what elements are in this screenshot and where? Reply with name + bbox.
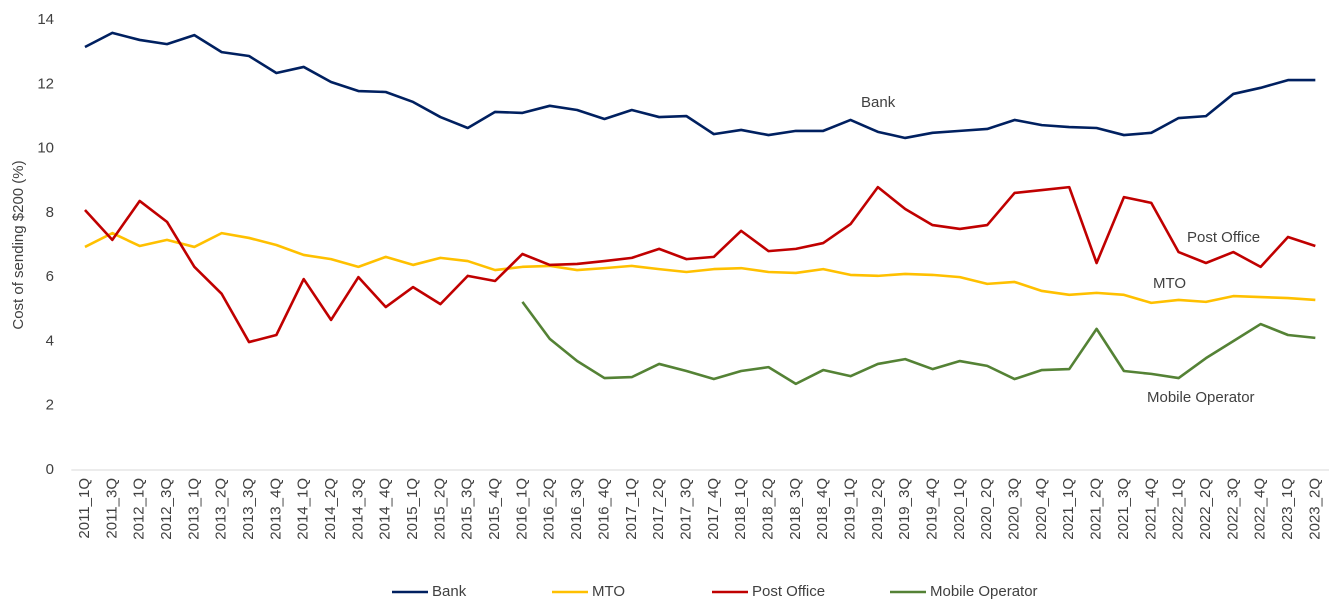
x-tick-label: 2019_1Q (841, 478, 858, 540)
x-tick-label: 2018_1Q (732, 478, 749, 540)
x-tick-label: 2021_2Q (1088, 478, 1105, 540)
series-line (521, 301, 1316, 386)
x-tick-label: 2017_2Q (650, 478, 667, 540)
x-tick-label: 2022_4Q (1252, 478, 1269, 540)
y-tick-label: 6 (46, 268, 54, 285)
series-line (84, 185, 1316, 344)
x-tick-label: 2013_4Q (267, 478, 284, 540)
x-tick-label: 2015_2Q (431, 478, 448, 540)
legend-label: Bank (432, 583, 467, 600)
legend-label: MTO (592, 583, 625, 600)
x-tick-label: 2016_3Q (568, 478, 585, 540)
x-tick-label: 2014_3Q (349, 478, 366, 540)
y-tick-label: 12 (37, 75, 54, 92)
y-tick-label: 14 (37, 11, 54, 28)
x-tick-label: 2013_2Q (213, 478, 230, 540)
x-tick-label: 2014_2Q (322, 478, 339, 540)
annotation: Post Office (1187, 229, 1260, 246)
x-tick-label: 2018_3Q (787, 478, 804, 540)
y-tick-label: 0 (46, 461, 54, 478)
x-tick-label: 2012_1Q (131, 478, 148, 540)
x-tick-label: 2011_1Q (76, 478, 93, 539)
x-tick-label: 2017_3Q (677, 478, 694, 540)
x-tick-label: 2011_3Q (103, 478, 120, 539)
y-tick-label: 8 (46, 204, 54, 221)
legend-label: Post Office (752, 583, 825, 600)
x-tick-label: 2022_3Q (1224, 478, 1241, 540)
x-tick-label: 2019_4Q (924, 478, 941, 540)
x-tick-label: 2021_3Q (1115, 478, 1132, 540)
y-tick-label: 4 (46, 332, 54, 349)
x-tick-label: 2023_2Q (1306, 478, 1323, 540)
x-tick-label: 2018_2Q (759, 478, 776, 540)
x-tick-label: 2017_1Q (623, 478, 640, 540)
series-line (84, 31, 1316, 140)
x-tick-label: 2022_2Q (1197, 478, 1214, 540)
x-tick-label: 2020_3Q (1006, 478, 1023, 540)
x-tick-label: 2018_4Q (814, 478, 831, 540)
x-tick-label: 2014_1Q (295, 478, 312, 540)
x-tick-label: 2020_1Q (951, 478, 968, 540)
y-tick-label: 2 (46, 397, 54, 414)
x-tick-label: 2022_1Q (1170, 478, 1187, 540)
series-line (84, 231, 1316, 305)
annotation: Mobile Operator (1147, 389, 1255, 406)
x-tick-label: 2016_2Q (541, 478, 558, 540)
x-tick-label: 2015_3Q (459, 478, 476, 540)
x-tick-label: 2015_4Q (486, 478, 503, 540)
x-tick-label: 2016_1Q (513, 478, 530, 540)
x-tick-label: 2020_2Q (978, 478, 995, 540)
x-tick-label: 2023_1Q (1279, 478, 1296, 540)
x-tick-label: 2020_4Q (1033, 478, 1050, 540)
annotation: Bank (861, 94, 896, 111)
x-tick-label: 2021_4Q (1142, 478, 1159, 540)
y-axis-label: Cost of sending $200 (%) (10, 160, 27, 329)
x-tick-label: 2019_3Q (896, 478, 913, 540)
x-tick-label: 2013_1Q (185, 478, 202, 540)
legend-label: Mobile Operator (930, 583, 1038, 600)
x-tick-label: 2013_3Q (240, 478, 257, 540)
annotation: MTO (1153, 275, 1186, 292)
x-tick-label: 2017_4Q (705, 478, 722, 540)
x-tick-label: 2016_4Q (595, 478, 612, 540)
x-tick-label: 2019_2Q (869, 478, 886, 540)
x-tick-label: 2012_3Q (158, 478, 175, 540)
x-tick-label: 2015_1Q (404, 478, 421, 540)
x-tick-label: 2014_4Q (377, 478, 394, 540)
x-tick-label: 2021_1Q (1060, 478, 1077, 540)
y-tick-label: 10 (37, 140, 54, 157)
